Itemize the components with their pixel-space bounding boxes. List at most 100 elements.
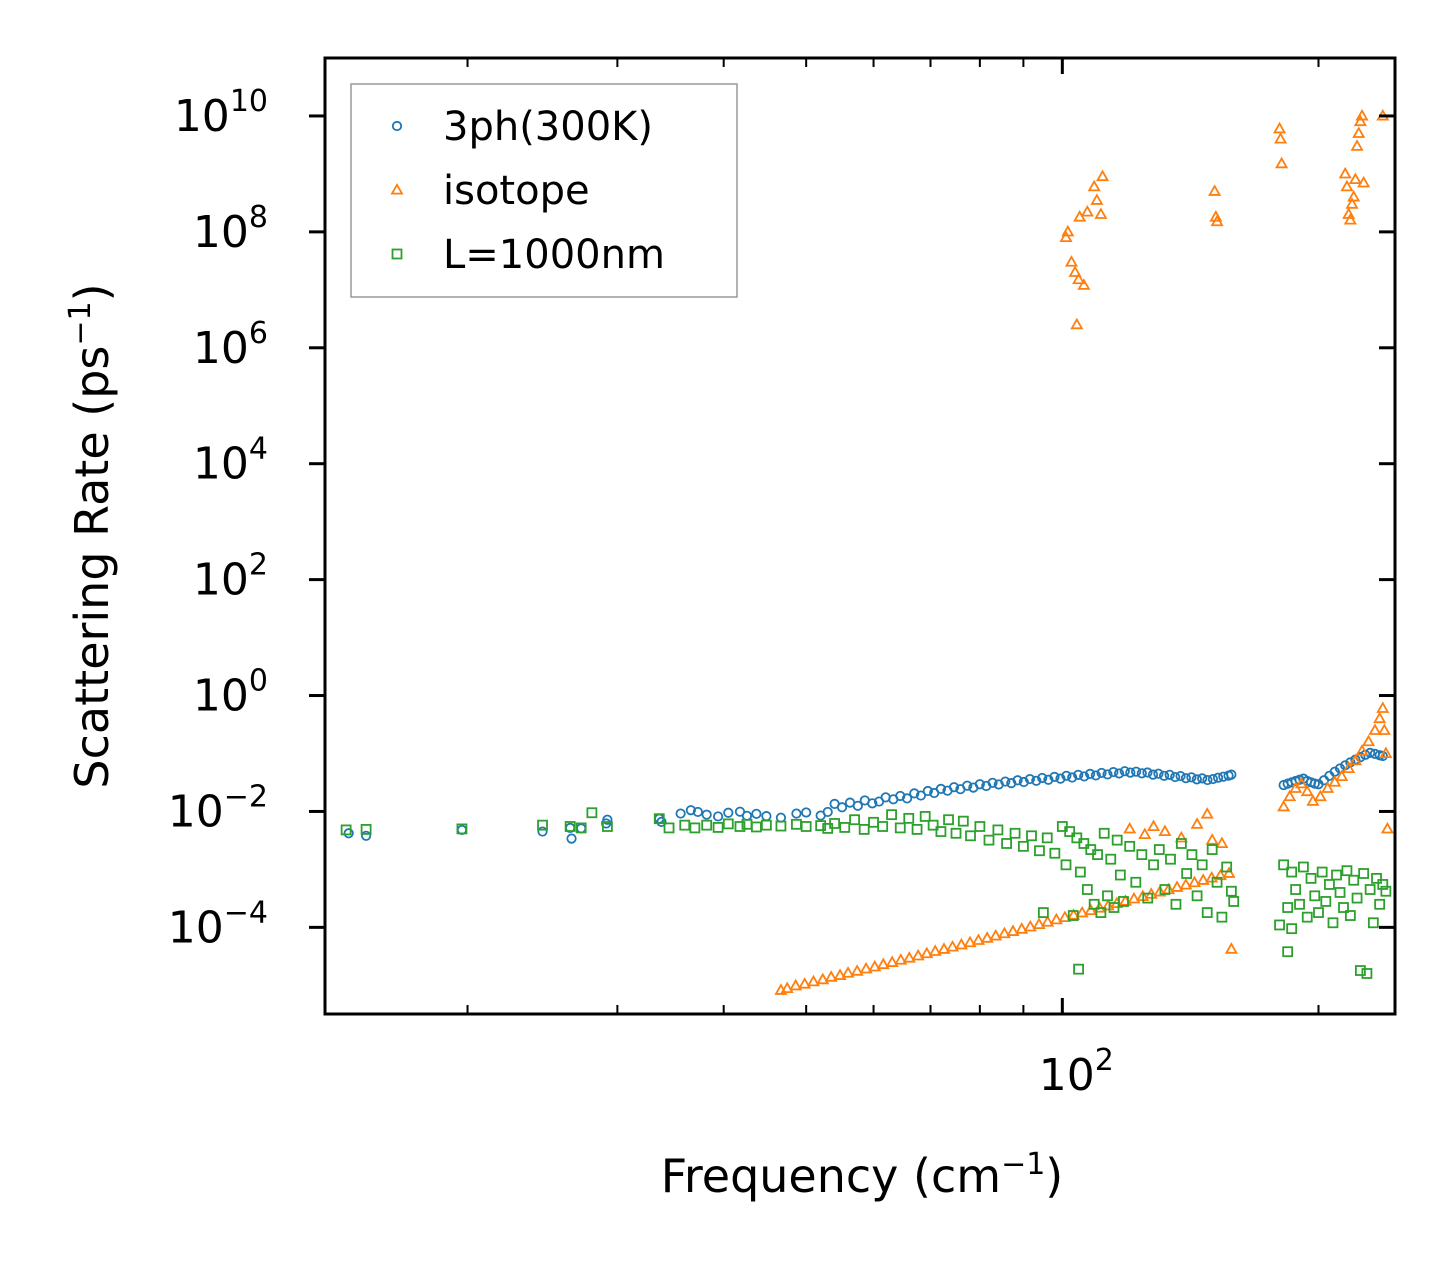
data-point bbox=[1344, 910, 1356, 921]
data-point bbox=[1197, 773, 1208, 784]
legend-label: L=1000nm bbox=[443, 232, 665, 278]
data-point bbox=[1024, 773, 1036, 785]
data-point bbox=[1331, 869, 1342, 881]
legend-items: 3ph(300K) isotope L=1000nm bbox=[390, 104, 665, 278]
data-point bbox=[1130, 876, 1142, 888]
data-point bbox=[1102, 890, 1113, 902]
data-point bbox=[1316, 866, 1328, 878]
data-point bbox=[1282, 902, 1294, 913]
data-point bbox=[989, 928, 1003, 941]
data-point bbox=[1294, 776, 1309, 789]
data-point bbox=[1147, 769, 1159, 780]
data-point bbox=[1361, 734, 1376, 747]
data-point bbox=[1123, 821, 1137, 834]
data-point bbox=[1113, 768, 1125, 779]
data-point bbox=[1373, 711, 1387, 724]
data-point bbox=[1170, 898, 1182, 910]
data-point bbox=[971, 933, 986, 945]
data-point bbox=[1170, 771, 1181, 783]
data-point bbox=[1049, 912, 1063, 925]
data-point bbox=[750, 821, 762, 833]
data-point bbox=[1305, 872, 1317, 884]
legend-marker bbox=[390, 182, 404, 195]
data-point bbox=[1358, 868, 1370, 879]
data-point bbox=[1067, 772, 1078, 783]
data-point bbox=[1313, 907, 1324, 918]
data-point bbox=[1202, 774, 1213, 786]
data-point bbox=[815, 820, 827, 831]
data-point bbox=[1353, 114, 1367, 127]
data-point bbox=[1009, 827, 1021, 839]
data-point bbox=[1175, 838, 1187, 849]
data-point bbox=[1290, 884, 1302, 895]
data-point bbox=[919, 811, 931, 822]
data-point bbox=[1000, 776, 1011, 787]
data-point bbox=[1181, 868, 1193, 879]
data-point bbox=[965, 830, 976, 842]
data-point bbox=[1080, 205, 1094, 217]
data-point bbox=[1361, 968, 1373, 979]
data-point bbox=[911, 824, 923, 835]
y-tick-label: 10−4 bbox=[168, 895, 268, 953]
data-point bbox=[1158, 770, 1170, 781]
data-point bbox=[1273, 121, 1287, 134]
data-point bbox=[858, 824, 870, 835]
data-point bbox=[1186, 772, 1197, 783]
data-point bbox=[852, 800, 863, 811]
data-point bbox=[1205, 833, 1219, 845]
data-point bbox=[1001, 838, 1012, 849]
data-point bbox=[1074, 866, 1086, 878]
data-point bbox=[1328, 775, 1342, 787]
data-point bbox=[1060, 859, 1072, 871]
data-point bbox=[1190, 817, 1204, 829]
data-point bbox=[1211, 876, 1223, 888]
x-axis-label: Frequency (cm−1) bbox=[661, 1147, 1064, 1203]
data-point bbox=[983, 834, 995, 846]
data-point bbox=[1136, 849, 1148, 861]
data-point bbox=[1114, 869, 1126, 881]
data-point bbox=[1368, 723, 1382, 735]
data-point bbox=[1309, 778, 1320, 789]
data-point bbox=[1124, 840, 1136, 852]
y-axis-label: Scattering Rate (ps−1) bbox=[63, 283, 119, 788]
data-point bbox=[850, 964, 864, 976]
data-point bbox=[723, 807, 734, 818]
data-point bbox=[1175, 770, 1186, 782]
data-point bbox=[915, 790, 926, 801]
data-point bbox=[1277, 799, 1291, 812]
data-point bbox=[987, 777, 998, 788]
data-point bbox=[1017, 840, 1029, 852]
data-point bbox=[894, 953, 908, 965]
data-point bbox=[1226, 769, 1237, 780]
data-point bbox=[1067, 908, 1081, 920]
data-point bbox=[867, 798, 878, 809]
data-point bbox=[1340, 179, 1354, 192]
data-point bbox=[1092, 849, 1103, 861]
data-point bbox=[1118, 896, 1129, 907]
data-point bbox=[885, 955, 899, 967]
data-point bbox=[1377, 723, 1391, 735]
data-point bbox=[841, 966, 855, 978]
data-point bbox=[1079, 771, 1090, 782]
data-point bbox=[1321, 781, 1335, 793]
plot-frame bbox=[323, 56, 1397, 1016]
data-point bbox=[1064, 826, 1076, 837]
data-point bbox=[1286, 866, 1298, 878]
data-point bbox=[1153, 884, 1167, 897]
data-point bbox=[1342, 761, 1356, 774]
data-point bbox=[1012, 775, 1023, 786]
data-point bbox=[937, 942, 951, 954]
data-point bbox=[734, 821, 746, 832]
data-point bbox=[1105, 853, 1117, 865]
data-point bbox=[1061, 770, 1072, 781]
data-point bbox=[836, 802, 848, 813]
data-point bbox=[954, 937, 968, 950]
data-point bbox=[1075, 905, 1089, 918]
data-point bbox=[1170, 880, 1184, 892]
data-point bbox=[903, 812, 915, 824]
data-point bbox=[950, 827, 962, 839]
data-point bbox=[1142, 892, 1154, 904]
data-point bbox=[1282, 946, 1294, 958]
data-point bbox=[1049, 771, 1060, 782]
